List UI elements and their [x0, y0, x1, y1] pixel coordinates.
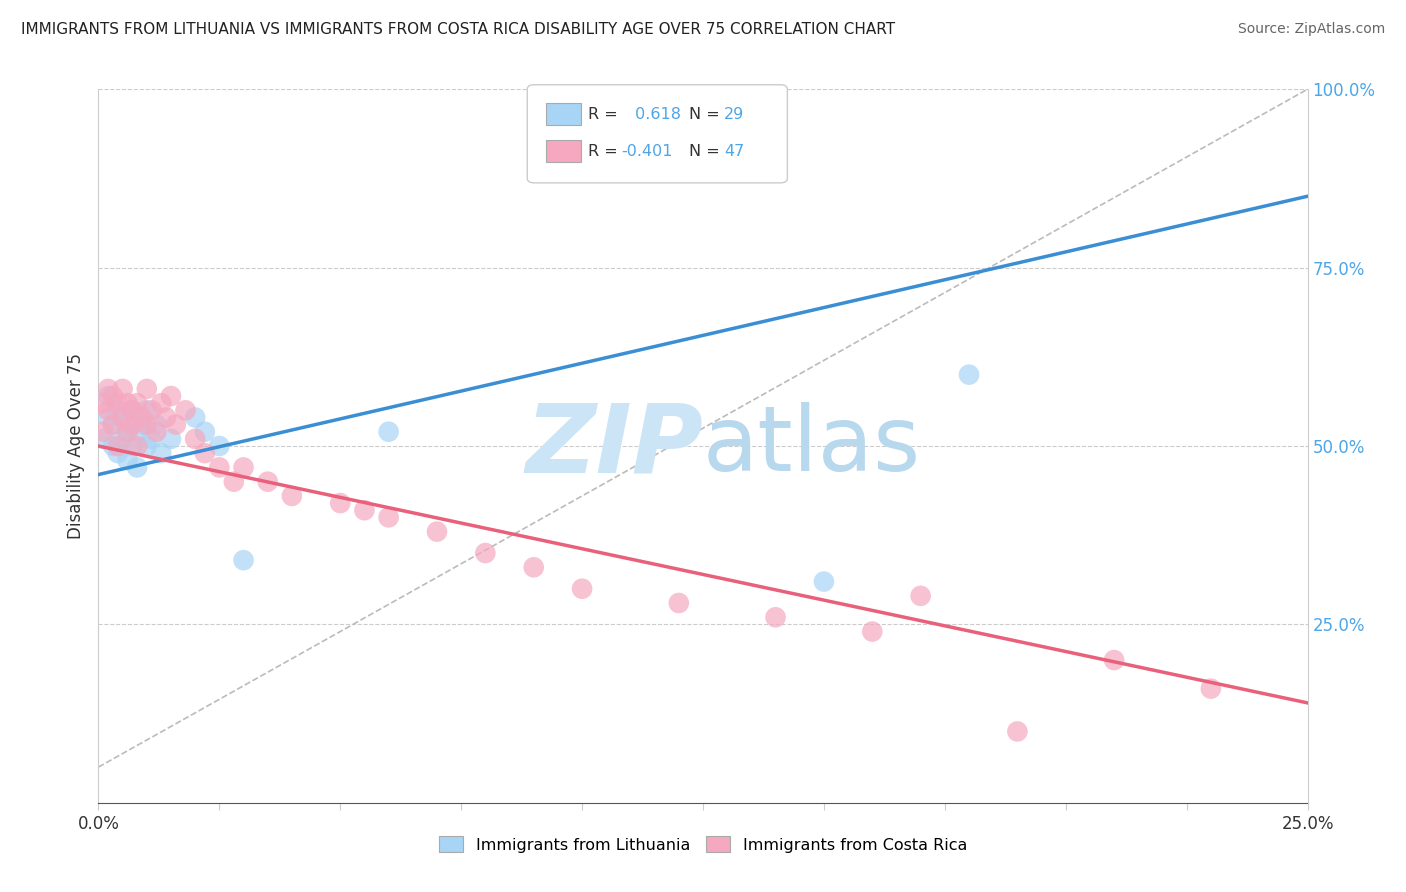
Point	[184, 410, 207, 425]
Point	[194, 446, 217, 460]
Point	[145, 425, 167, 439]
Text: 47: 47	[724, 145, 744, 159]
Point	[910, 589, 932, 603]
Point	[107, 403, 129, 417]
Point	[135, 403, 157, 417]
Point	[165, 417, 187, 432]
Point	[127, 396, 149, 410]
Point	[377, 510, 399, 524]
Point	[1102, 653, 1125, 667]
Point	[135, 417, 157, 432]
Point	[426, 524, 449, 539]
Point	[1007, 724, 1029, 739]
Point	[668, 596, 690, 610]
Point	[91, 396, 114, 410]
Point	[160, 389, 183, 403]
Text: atlas: atlas	[703, 402, 921, 490]
Point	[131, 417, 153, 432]
Point	[121, 403, 143, 417]
Point	[474, 546, 496, 560]
Point	[101, 389, 124, 403]
Point	[194, 425, 217, 439]
Text: 29: 29	[724, 107, 744, 121]
Point	[117, 425, 139, 439]
Point	[150, 446, 173, 460]
Point	[184, 432, 207, 446]
Point	[111, 432, 134, 446]
Point	[107, 396, 129, 410]
Point	[232, 553, 254, 567]
Point	[117, 396, 139, 410]
Legend: Immigrants from Lithuania, Immigrants from Costa Rica: Immigrants from Lithuania, Immigrants fr…	[433, 830, 973, 859]
Point	[121, 439, 143, 453]
Point	[97, 403, 120, 417]
Text: -0.401: -0.401	[621, 145, 673, 159]
Point	[174, 403, 197, 417]
Point	[256, 475, 278, 489]
Point	[571, 582, 593, 596]
Point	[160, 432, 183, 446]
Text: N =: N =	[689, 107, 725, 121]
Point	[141, 403, 163, 417]
Text: IMMIGRANTS FROM LITHUANIA VS IMMIGRANTS FROM COSTA RICA DISABILITY AGE OVER 75 C: IMMIGRANTS FROM LITHUANIA VS IMMIGRANTS …	[21, 22, 896, 37]
Point	[121, 417, 143, 432]
Point	[127, 460, 149, 475]
Point	[155, 410, 177, 425]
Point	[101, 417, 124, 432]
Text: R =: R =	[588, 107, 623, 121]
Point	[117, 425, 139, 439]
Text: R =: R =	[588, 145, 623, 159]
Text: 0.618: 0.618	[630, 107, 681, 121]
Point	[281, 489, 304, 503]
Text: Source: ZipAtlas.com: Source: ZipAtlas.com	[1237, 22, 1385, 37]
Text: N =: N =	[689, 145, 725, 159]
Point	[97, 410, 120, 425]
Point	[135, 439, 157, 453]
Point	[111, 410, 134, 425]
Point	[127, 439, 149, 453]
Point	[101, 439, 124, 453]
Point	[107, 446, 129, 460]
Point	[150, 396, 173, 410]
Point	[208, 439, 231, 453]
Point	[208, 460, 231, 475]
Point	[101, 417, 124, 432]
Point	[813, 574, 835, 589]
Point	[329, 496, 352, 510]
Point	[353, 503, 375, 517]
Point	[523, 560, 546, 574]
Point	[91, 425, 114, 439]
Point	[91, 432, 114, 446]
Y-axis label: Disability Age Over 75: Disability Age Over 75	[66, 353, 84, 539]
Point	[111, 410, 134, 425]
Point	[1199, 681, 1222, 696]
Point	[127, 425, 149, 439]
Point	[97, 389, 120, 403]
Point	[141, 432, 163, 446]
Point	[131, 410, 153, 425]
Point	[97, 382, 120, 396]
Point	[765, 610, 787, 624]
Point	[860, 624, 883, 639]
Point	[111, 382, 134, 396]
Point	[377, 425, 399, 439]
Point	[117, 453, 139, 467]
Point	[135, 382, 157, 396]
Point	[957, 368, 980, 382]
Point	[222, 475, 245, 489]
Point	[121, 403, 143, 417]
Point	[232, 460, 254, 475]
Point	[145, 417, 167, 432]
Text: ZIP: ZIP	[524, 400, 703, 492]
Point	[107, 439, 129, 453]
